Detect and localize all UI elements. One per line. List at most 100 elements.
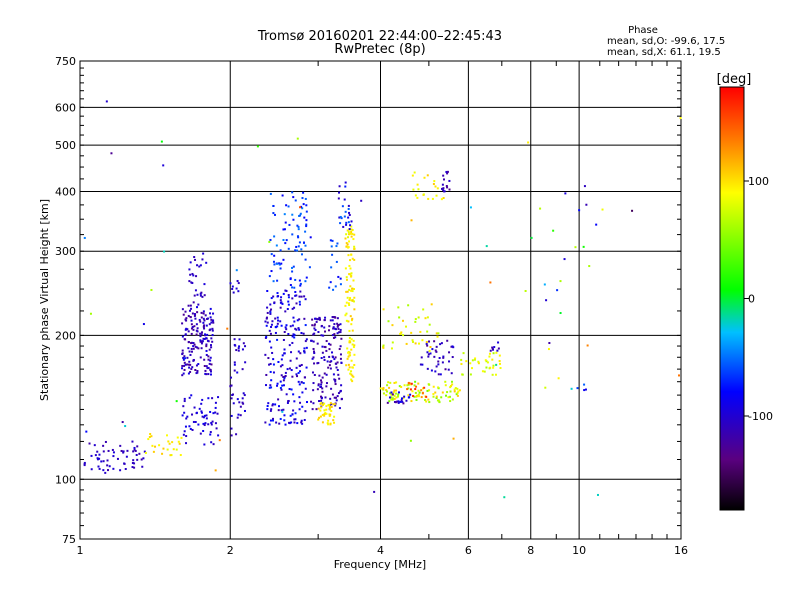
- data-point: [360, 199, 363, 202]
- data-point: [441, 391, 444, 394]
- data-point: [186, 356, 189, 359]
- data-point: [195, 333, 198, 336]
- data-point: [499, 367, 502, 370]
- data-point: [269, 362, 272, 365]
- data-point: [353, 363, 356, 366]
- data-point: [441, 187, 444, 190]
- data-point: [465, 360, 468, 363]
- data-point: [320, 395, 323, 398]
- data-point: [347, 351, 350, 354]
- data-point: [456, 394, 459, 397]
- data-point: [469, 206, 472, 209]
- data-point: [232, 402, 235, 405]
- data-point: [333, 358, 336, 361]
- data-point: [677, 374, 680, 377]
- data-point: [348, 264, 351, 267]
- data-point: [451, 356, 454, 359]
- data-point: [299, 282, 302, 285]
- data-point: [453, 390, 456, 393]
- data-point: [305, 219, 308, 222]
- data-point: [328, 348, 331, 351]
- data-point: [297, 327, 300, 330]
- data-point: [425, 400, 428, 403]
- data-point: [296, 137, 299, 140]
- data-point: [112, 467, 115, 470]
- data-point: [444, 380, 447, 383]
- data-point: [317, 383, 320, 386]
- data-point: [280, 262, 283, 265]
- data-point: [345, 245, 348, 248]
- data-point: [414, 380, 417, 383]
- data-point: [447, 368, 450, 371]
- data-point: [234, 344, 237, 347]
- data-point: [193, 294, 196, 297]
- data-point: [339, 215, 342, 218]
- data-point: [297, 225, 300, 228]
- data-point: [209, 359, 212, 362]
- data-point: [336, 317, 339, 320]
- data-point: [498, 360, 501, 363]
- data-point: [324, 396, 327, 399]
- data-point: [297, 228, 300, 231]
- data-point: [290, 351, 293, 354]
- data-point: [439, 343, 442, 346]
- data-point: [194, 289, 197, 292]
- data-point: [352, 300, 355, 303]
- data-point: [329, 343, 332, 346]
- data-point: [317, 318, 320, 321]
- data-point: [119, 469, 122, 472]
- data-point: [203, 324, 206, 327]
- data-point: [312, 389, 315, 392]
- data-point: [266, 408, 269, 411]
- data-point: [202, 312, 205, 315]
- data-point: [283, 352, 286, 355]
- data-point: [435, 365, 438, 368]
- data-point: [341, 205, 344, 208]
- stats-heading: Phase: [628, 25, 658, 36]
- data-point: [458, 389, 461, 392]
- data-point: [186, 415, 189, 418]
- data-point: [268, 240, 271, 243]
- data-point: [195, 329, 198, 332]
- data-point: [198, 407, 201, 410]
- data-point: [184, 333, 187, 336]
- data-point: [187, 314, 190, 317]
- data-point: [278, 263, 281, 266]
- data-point: [320, 379, 323, 382]
- data-point: [298, 383, 301, 386]
- data-point: [483, 370, 486, 373]
- data-point: [320, 396, 323, 399]
- data-point: [351, 374, 354, 377]
- data-point: [273, 235, 276, 238]
- data-point: [347, 204, 350, 207]
- data-point: [442, 356, 445, 359]
- data-point: [347, 363, 350, 366]
- data-point: [134, 449, 137, 452]
- data-point: [407, 304, 410, 307]
- data-point: [268, 340, 271, 343]
- data-point: [131, 440, 134, 443]
- data-point: [199, 320, 202, 323]
- data-point: [329, 422, 332, 425]
- data-point: [330, 403, 333, 406]
- data-point: [350, 323, 353, 326]
- data-point: [451, 383, 454, 386]
- data-point: [451, 345, 454, 348]
- data-point: [339, 323, 342, 326]
- data-point: [270, 308, 273, 311]
- data-point: [294, 290, 297, 293]
- data-point: [204, 422, 207, 425]
- data-point: [190, 319, 193, 322]
- data-point: [237, 349, 240, 352]
- data-point: [331, 393, 334, 396]
- data-point: [202, 252, 205, 255]
- data-point: [274, 317, 277, 320]
- data-point: [190, 332, 193, 335]
- data-point: [417, 393, 420, 396]
- data-point: [373, 490, 376, 493]
- data-point: [413, 395, 416, 398]
- data-point: [269, 370, 272, 373]
- data-point: [287, 399, 290, 402]
- data-point: [323, 345, 326, 348]
- data-point: [293, 400, 296, 403]
